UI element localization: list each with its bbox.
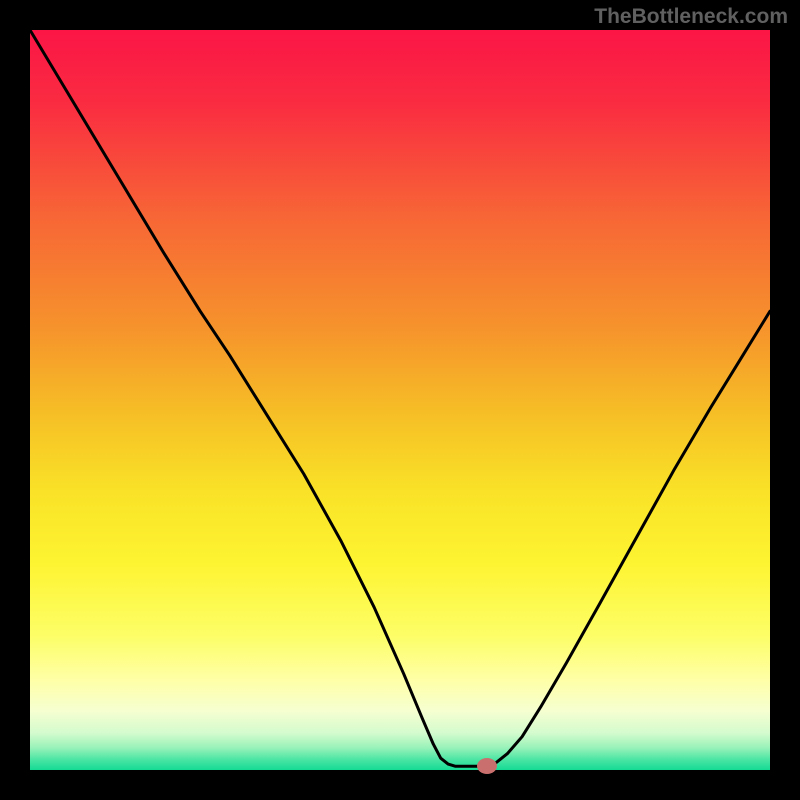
watermark-text: TheBottleneck.com: [594, 5, 788, 29]
curve-svg: [30, 30, 770, 770]
bottleneck-curve: [30, 30, 770, 766]
optimal-point-marker: [477, 758, 497, 774]
plot-area: [30, 30, 770, 770]
